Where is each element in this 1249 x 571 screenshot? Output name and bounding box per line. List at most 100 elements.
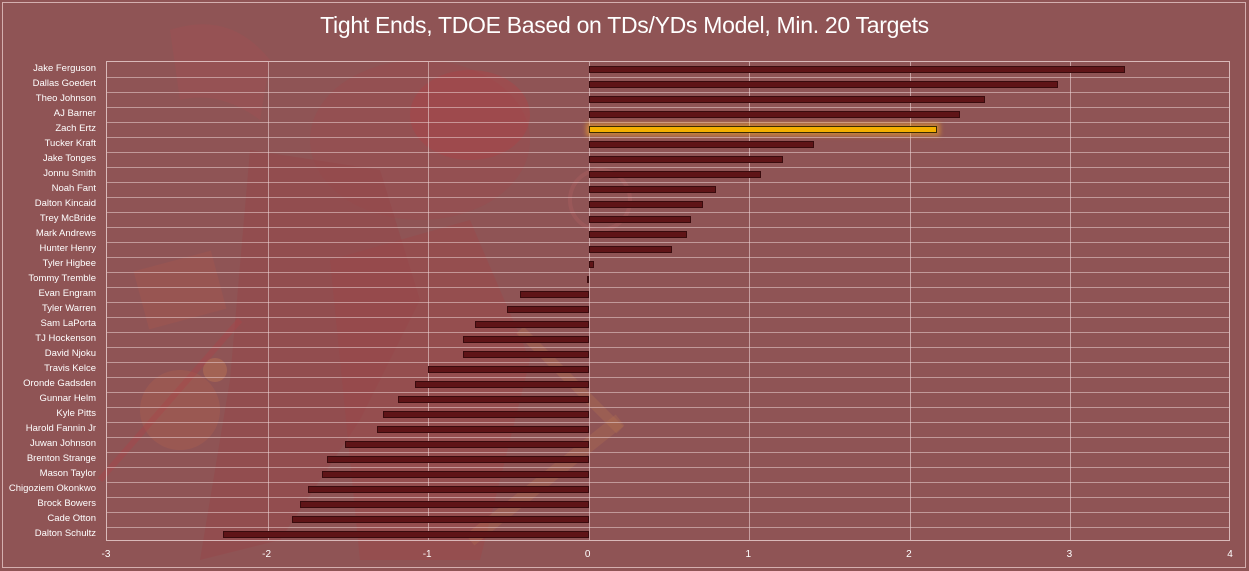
y-category-label: Hunter Henry [39,242,97,254]
bar [307,486,589,493]
x-tick-label: -3 [101,549,111,560]
bar [588,186,716,193]
y-category-label: Jake Ferguson [33,62,96,74]
horizontal-gridline [107,437,1229,438]
horizontal-gridline [107,302,1229,303]
y-category-label: David Njoku [44,347,96,359]
bar [428,366,589,373]
horizontal-gridline [107,377,1229,378]
y-category-label: Jake Tonges [42,152,96,164]
vertical-gridline [267,62,269,540]
x-tick-label: 1 [745,549,752,560]
y-category-label: Gunnar Helm [39,392,97,404]
x-tick-label: 2 [906,549,912,560]
y-category-label: Oronde Gadsden [23,377,96,389]
x-tick-label: 4 [1227,549,1233,560]
bar [588,141,814,148]
bar [588,246,673,253]
y-category-label: Chigoziem Okonkwo [8,482,96,494]
y-category-label: Sam LaPorta [40,317,96,329]
x-tick-label: 3 [1066,549,1073,560]
bar [344,441,589,448]
horizontal-gridline [107,257,1229,258]
x-tick-label: -1 [422,549,432,560]
horizontal-gridline [107,467,1229,468]
y-category-label: Mark Andrews [35,227,96,239]
y-category-label: Kyle Pitts [56,407,96,419]
horizontal-gridline [107,407,1229,408]
horizontal-gridline [107,512,1229,513]
horizontal-gridline [107,392,1229,393]
horizontal-gridline [107,527,1229,528]
horizontal-gridline [107,482,1229,483]
bar [326,456,589,463]
plot-area [106,61,1230,541]
bar [588,66,1125,73]
bar [519,291,589,298]
horizontal-gridline [107,362,1229,363]
y-category-label: Tommy Tremble [28,272,96,284]
y-category-label: Harold Fannin Jr [25,422,96,434]
horizontal-gridline [107,422,1229,423]
y-category-label: Dalton Kincaid [34,197,96,209]
bar [397,396,589,403]
bar [291,516,589,523]
bar [299,501,589,508]
horizontal-gridline [107,167,1229,168]
horizontal-gridline [107,212,1229,213]
horizontal-gridline [107,347,1229,348]
horizontal-gridline [107,92,1229,93]
horizontal-gridline [107,497,1229,498]
horizontal-gridline [107,227,1229,228]
bar [588,81,1058,88]
vertical-gridline [588,62,590,540]
bar [322,471,589,478]
bar [506,306,589,313]
horizontal-gridline [107,137,1229,138]
bar [588,231,687,238]
y-category-label: Brenton Strange [26,452,96,464]
bar [588,96,986,103]
bar [588,156,783,163]
y-category-label: Theo Johnson [35,92,96,104]
y-category-label: Zach Ertz [55,122,96,134]
bar [463,351,589,358]
vertical-gridline [749,62,751,540]
horizontal-gridline [107,152,1229,153]
y-category-label: Jonnu Smith [43,167,96,179]
horizontal-gridline [107,182,1229,183]
bar [588,216,692,223]
y-category-label: Tyler Warren [41,302,96,314]
bar [588,171,761,178]
y-category-label: Dalton Schultz [34,527,96,539]
horizontal-gridline [107,242,1229,243]
chart-title: Tight Ends, TDOE Based on TDs/YDs Model,… [320,12,929,38]
bar [383,411,589,418]
horizontal-gridline [107,287,1229,288]
vertical-gridline [1070,62,1072,540]
horizontal-gridline [107,452,1229,453]
y-category-label: Dallas Goedert [32,77,96,89]
y-category-label: Cade Otton [47,512,96,524]
horizontal-gridline [107,317,1229,318]
horizontal-gridline [107,77,1229,78]
bar [474,321,589,328]
y-category-label: Noah Fant [51,182,96,194]
horizontal-gridline [107,332,1229,333]
y-category-label: Travis Kelce [44,362,96,374]
x-tick-label: -2 [262,549,272,560]
y-category-label: Evan Engram [38,287,96,299]
y-category-label: Brock Bowers [37,497,96,509]
bar [588,111,960,118]
bar [415,381,589,388]
y-category-label: AJ Barner [53,107,96,119]
horizontal-gridline [107,197,1229,198]
vertical-gridline [428,62,430,540]
bar [222,531,589,538]
horizontal-gridline [107,122,1229,123]
horizontal-gridline [107,272,1229,273]
y-category-label: TJ Hockenson [35,332,96,344]
bar [463,336,589,343]
bar [376,426,589,433]
